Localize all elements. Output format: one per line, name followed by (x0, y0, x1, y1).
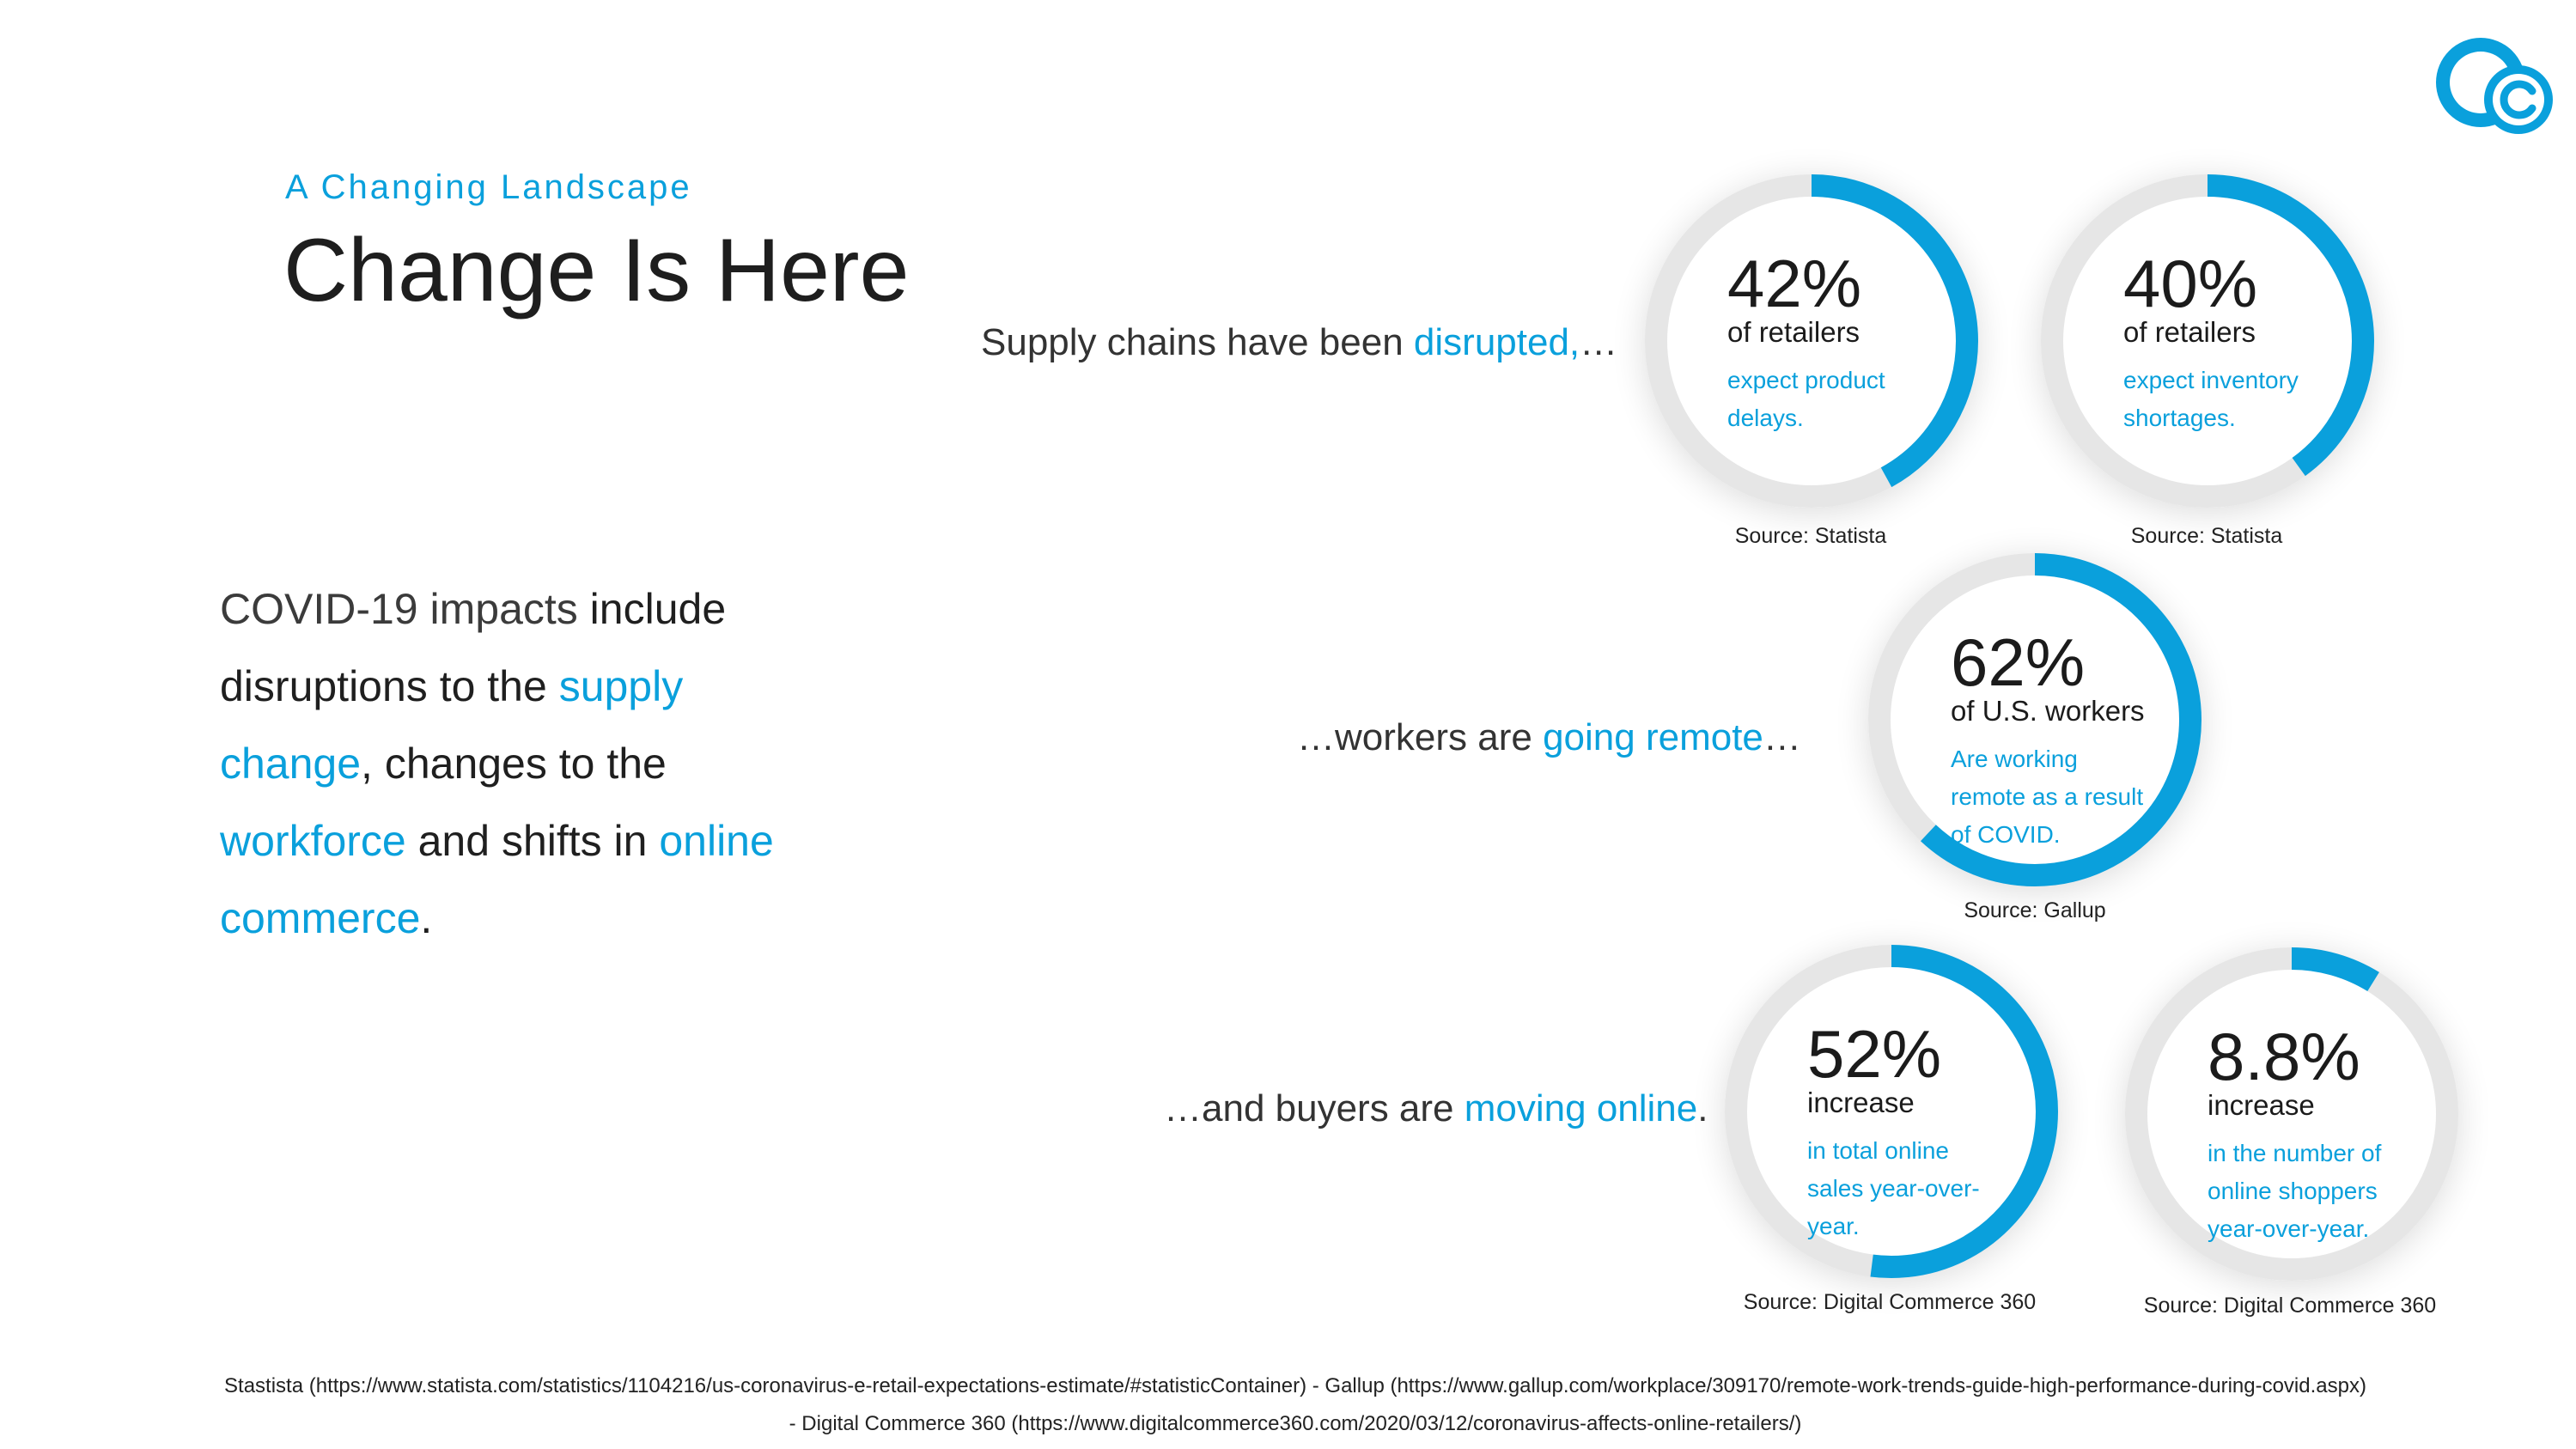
intro-text: . (420, 894, 433, 942)
stat-source: Source: Digital Commerce 360 (2143, 1294, 2437, 1318)
tagline-highlight: going remote (1543, 716, 1763, 758)
stat-source: Source: Gallup (1964, 898, 2106, 922)
tagline-buyers: …and buyers are moving online. (1164, 1087, 1708, 1130)
stat-description-line: year. (1807, 1213, 1860, 1240)
progress-ring (1725, 945, 2058, 1278)
tagline-text: … (1763, 716, 1801, 758)
stat-text: 40% of retailers expect inventory shorta… (2123, 250, 2299, 437)
intro-highlight: workforce (220, 817, 406, 865)
progress-ring (2125, 947, 2458, 1281)
tagline-supply: Supply chains have been disrupted,… (981, 321, 1617, 364)
intro-text: , changes to the (361, 740, 667, 788)
ring-progress-arc (1868, 553, 2201, 886)
intro-text: and shifts in (405, 817, 660, 865)
stat-description-line: online shoppers (2208, 1178, 2378, 1205)
progress-ring (1645, 174, 1978, 508)
stat-value: 62% (1951, 624, 2086, 700)
tagline-workers: …workers are going remote… (1297, 716, 1801, 759)
stat-description-line: delays. (1727, 405, 1804, 432)
intro-paragraph: COVID-19 impacts include disruptions to … (220, 570, 787, 957)
ring-progress-arc (2125, 947, 2458, 1281)
stat-description: expect product delays. (1727, 362, 1885, 437)
stat-source: Source: Statista (1734, 524, 1887, 548)
intro-highlight: supply change (220, 662, 684, 788)
stat-description-line: expect inventory (2123, 367, 2299, 394)
stat-text: 52% increase in total online sales year-… (1807, 1020, 1980, 1245)
stat-description-line: in total online (1807, 1137, 1950, 1165)
tagline-highlight: moving online (1464, 1087, 1698, 1129)
section-subtitle: A Changing Landscape (285, 168, 692, 206)
tagline-text: …and buyers are (1164, 1087, 1465, 1129)
tagline-text: Supply chains have been (981, 321, 1414, 363)
stat-value: 42% (1727, 246, 1862, 321)
stat-ring-inventory-shortages: 40% of retailers expect inventory shorta… (2041, 174, 2374, 508)
cc-logo-icon (2436, 38, 2553, 134)
stat-description-line: Are working (1951, 746, 2078, 773)
ring-progress-arc (2041, 174, 2374, 508)
intro-text: COVID-19 impacts (220, 585, 578, 633)
progress-ring (2041, 174, 2374, 508)
stat-label: of retailers (1727, 316, 1860, 348)
stat-ring-online-sales: 52% increase in total online sales year-… (1725, 945, 2058, 1278)
tagline-text: . (1697, 1087, 1708, 1129)
stat-source: Source: Statista (2130, 524, 2283, 548)
stat-value: 52% (1807, 1016, 1942, 1092)
stat-value: 40% (2123, 246, 2258, 321)
stat-ring-product-delays: 42% of retailers expect product delays. (1645, 174, 1978, 508)
intro-highlight: online commerce (220, 817, 774, 942)
stat-source: Source: Digital Commerce 360 (1743, 1290, 2037, 1314)
stat-text: 8.8% increase in the number of online sh… (2208, 1023, 2381, 1248)
stat-description-line: year-over-year. (2208, 1215, 2370, 1243)
ring-progress-arc (1725, 945, 2058, 1278)
stat-label: of retailers (2123, 316, 2256, 348)
stat-label: increase (2208, 1089, 2315, 1121)
stat-label: of U.S. workers (1951, 695, 2145, 727)
page-title: Change Is Here (283, 221, 910, 320)
progress-ring (1868, 553, 2201, 886)
stat-description: in total online sales year-over- year. (1807, 1132, 1980, 1245)
stat-text: 62% of U.S. workers Are working remote a… (1951, 629, 2145, 854)
tagline-highlight: disrupted, (1413, 321, 1580, 363)
ring-progress-arc (1645, 174, 1978, 508)
footer-citation: - Digital Commerce 360 (https://www.digi… (789, 1412, 1802, 1435)
stat-description-line: in the number of (2208, 1140, 2382, 1167)
intro-text: include disruptions to the (220, 585, 727, 710)
stat-description: in the number of online shoppers year-ov… (2208, 1135, 2381, 1248)
footer-citation: Stastista (https://www.statista.com/stat… (224, 1374, 2366, 1397)
stat-description-line: expect product (1727, 367, 1885, 394)
stat-description: expect inventory shortages. (2123, 362, 2299, 437)
stat-description-line: of COVID. (1951, 821, 2061, 849)
stat-label: increase (1807, 1087, 1915, 1118)
stat-description-line: shortages. (2123, 405, 2236, 432)
tagline-text: …workers are (1297, 716, 1544, 758)
tagline-text: … (1580, 321, 1618, 363)
stat-description-line: remote as a result (1951, 783, 2144, 811)
stat-ring-remote-workers: 62% of U.S. workers Are working remote a… (1868, 553, 2201, 886)
stat-description-line: sales year-over- (1807, 1175, 1980, 1202)
stat-value: 8.8% (2208, 1019, 2360, 1094)
stat-ring-online-shoppers: 8.8% increase in the number of online sh… (2125, 947, 2458, 1281)
stat-text: 42% of retailers expect product delays. (1727, 250, 1885, 437)
stat-description: Are working remote as a result of COVID. (1951, 740, 2145, 854)
